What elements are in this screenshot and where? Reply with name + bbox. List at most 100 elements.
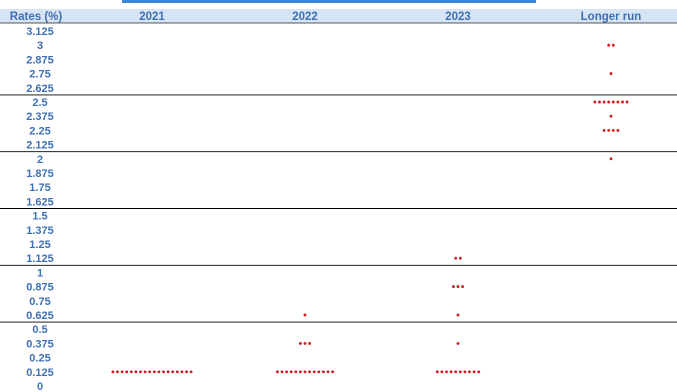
y-tick-label: 1.25 (29, 239, 50, 251)
dot-point (303, 313, 307, 317)
dot-point (456, 313, 460, 317)
dot-point (280, 370, 284, 374)
dot-point (303, 370, 307, 374)
y-axis-tick-labels: 3.125 3 2.875 2.75 2.625 2.5 2.375 2.25 2.125 2 1.… (26, 26, 54, 392)
dot-point (298, 370, 302, 374)
dot-point (472, 370, 476, 374)
y-tick-label: 2.75 (29, 69, 50, 81)
column-header-2023: 2023 (445, 11, 471, 23)
dot-point (143, 370, 147, 374)
dot-point (454, 256, 458, 260)
y-tick-label: 0.875 (26, 282, 54, 294)
dot-point (120, 370, 124, 374)
y-tick-label: 1.5 (32, 211, 47, 223)
dot-point (611, 43, 615, 47)
dot-point (185, 370, 188, 374)
dot-point (152, 370, 156, 374)
dot-point (162, 370, 165, 374)
dot-point (175, 370, 179, 374)
dot-point (125, 370, 129, 374)
dot-point (308, 370, 312, 374)
dot-point (289, 370, 293, 374)
dot-point (298, 341, 302, 345)
dot-point (308, 341, 312, 345)
y-tick-label: 0.75 (29, 296, 50, 308)
y-tick-label: 2.875 (26, 54, 54, 66)
dot-point (134, 370, 138, 374)
y-tick-label: 0.375 (26, 338, 54, 350)
y-tick-label: 0.125 (26, 367, 54, 379)
dot-point (440, 370, 444, 374)
y-tick-label: 1.375 (26, 225, 54, 237)
y-tick-label: 3 (37, 40, 43, 52)
y-tick-label: 0.5 (32, 324, 47, 336)
y-tick-label: 2.25 (29, 125, 50, 137)
dot-point (454, 370, 458, 374)
dot-point (180, 370, 184, 374)
dot-point (468, 370, 471, 374)
dot-point (621, 100, 624, 104)
dot-point (458, 256, 462, 260)
column-header-longer-run: Longer run (581, 11, 642, 23)
dot-point (611, 100, 615, 104)
y-tick-label: 0.625 (26, 310, 54, 322)
dot-point (294, 370, 298, 374)
dot-point (625, 100, 629, 104)
dot-point (609, 72, 613, 76)
dot-point (157, 370, 161, 374)
dot-point (602, 128, 606, 132)
dot-point (607, 43, 611, 47)
dot-point (171, 370, 175, 374)
dot-point (463, 370, 467, 374)
dot-point (461, 285, 465, 289)
dot-point (312, 370, 316, 374)
dot-point (116, 370, 119, 374)
dot-point (331, 370, 335, 374)
dot-point (593, 100, 597, 104)
column-header-2021: 2021 (139, 11, 165, 23)
dot-point (449, 370, 453, 374)
dot-point (129, 370, 133, 374)
y-tick-label: 2 (37, 154, 43, 166)
gridlines (0, 94, 677, 323)
dot-point (111, 370, 115, 374)
column-header-2022: 2022 (292, 11, 318, 23)
dot-point (609, 114, 613, 118)
y-tick-label: 1.75 (29, 182, 50, 194)
dot-point (275, 370, 279, 374)
y-tick-label: 1 (37, 267, 43, 279)
y-tick-label: 2.5 (32, 97, 47, 109)
y-tick-label: 1.625 (26, 196, 54, 208)
dot-point (456, 285, 460, 289)
y-tick-label: 2.375 (26, 111, 54, 123)
y-tick-label: 2.125 (26, 140, 54, 152)
y-axis-title: Rates (%) (10, 11, 63, 23)
y-tick-label: 0.25 (29, 353, 50, 365)
dot-point (458, 370, 462, 374)
dot-point (139, 370, 142, 374)
dot-point (616, 128, 620, 132)
dot-point (607, 128, 611, 132)
dot-point (607, 100, 611, 104)
y-tick-label: 3.125 (26, 26, 54, 38)
dot-point (189, 370, 193, 374)
dot-point (611, 128, 615, 132)
y-tick-label: 1.125 (26, 253, 54, 265)
y-tick-label: 0 (37, 381, 43, 392)
dot-point (285, 370, 289, 374)
dot-point (598, 100, 601, 104)
header-top-rule (122, 0, 536, 3)
dot-point (148, 370, 152, 374)
dot-point (456, 341, 460, 345)
dot-point (616, 100, 620, 104)
dot-point (609, 157, 613, 161)
dot-point (602, 100, 606, 104)
y-tick-label: 2.625 (26, 83, 54, 95)
header-band (0, 9, 677, 23)
y-tick-label: 1.875 (26, 168, 54, 180)
dot-point (303, 341, 307, 345)
dot-point (166, 370, 170, 374)
dot-point (477, 370, 481, 374)
